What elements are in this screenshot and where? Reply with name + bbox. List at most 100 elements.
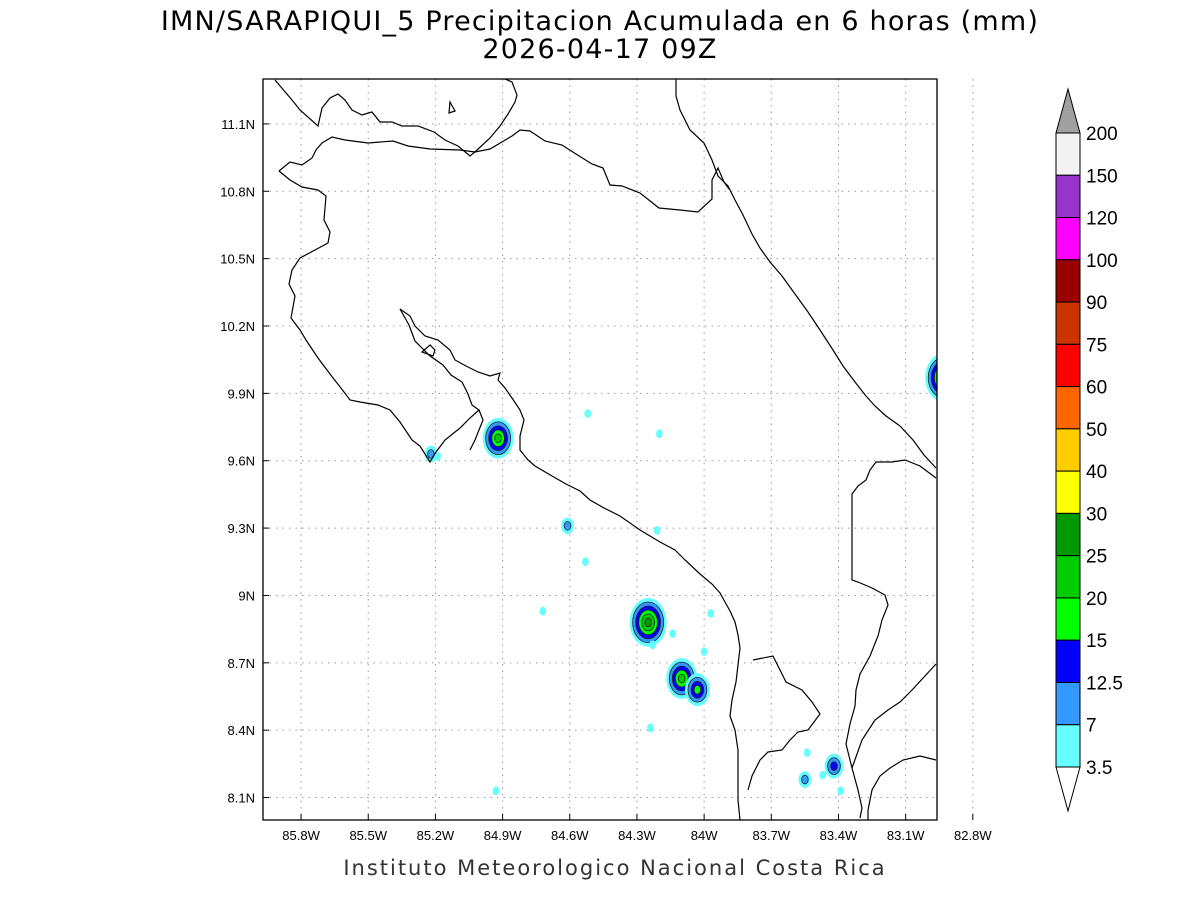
colorbar-swatch	[1055, 217, 1081, 261]
precip-cell	[582, 557, 589, 567]
precip-cell	[647, 723, 654, 733]
precip-cell	[629, 598, 667, 647]
colorbar-label: 20	[1086, 589, 1107, 610]
colorbar-label: 15	[1086, 631, 1107, 652]
colorbar-swatch	[1055, 301, 1081, 345]
precip-cell	[561, 517, 574, 535]
plot-frame	[262, 78, 938, 821]
colorbar-overflow-triangle	[1055, 87, 1081, 134]
colorbar-label: 30	[1086, 504, 1107, 525]
precip-contour	[951, 387, 964, 404]
precip-contour	[933, 368, 937, 387]
lon-tick-label: 85.8W	[282, 828, 320, 843]
precip-contour	[948, 383, 967, 408]
colorbar-swatch	[1055, 681, 1081, 726]
lon-tick-label: 82.8W	[954, 828, 992, 843]
lat-tick-label: 9.6N	[228, 454, 255, 469]
colorbar-label: 60	[1086, 378, 1107, 399]
colorbar-label: 3.5	[1086, 758, 1112, 779]
border-nicaragua	[278, 129, 730, 213]
caribbean-coast	[675, 79, 937, 469]
colorbar-label: 75	[1086, 335, 1107, 356]
precip-cell	[700, 647, 708, 656]
precip-contour	[693, 684, 702, 695]
colorbar-swatch	[1055, 428, 1081, 472]
colorbar-swatch	[1055, 724, 1081, 768]
colorbar-label: 200	[1086, 124, 1118, 145]
lon-tick-label: 85.5W	[349, 828, 387, 843]
precip-contour	[539, 606, 547, 616]
precip-contour	[644, 617, 652, 628]
precip-cell	[803, 748, 811, 758]
precip-cell	[707, 609, 715, 618]
footer-credit: Instituto Meteorologico Nacional Costa R…	[343, 856, 887, 880]
border-panama	[845, 459, 937, 819]
lon-tick-label: 85.2W	[417, 828, 455, 843]
colorbar-label: 25	[1086, 547, 1107, 568]
precip-cell	[492, 786, 500, 796]
colorbar-swatch	[1055, 597, 1081, 641]
burica-peninsula	[867, 755, 937, 820]
precip-contour	[434, 451, 441, 461]
precip-cell	[539, 606, 547, 616]
lon-tick-label: 83.4W	[820, 828, 858, 843]
lat-tick-label: 10.2N	[220, 319, 255, 334]
precip-contour	[969, 403, 982, 420]
precip-contour	[707, 609, 715, 618]
coastlines	[274, 79, 937, 820]
colorbar-label: 150	[1086, 166, 1118, 187]
precip-cell	[482, 417, 514, 459]
lat-tick-label: 9N	[238, 588, 255, 603]
lat-tick-label: 10.5N	[220, 252, 255, 267]
lon-tick-label: 84.6W	[551, 828, 589, 843]
colorbar-label: 40	[1086, 462, 1107, 483]
lat-tick-label: 8.7N	[228, 656, 255, 671]
lake-nicaragua-shore	[274, 79, 518, 157]
pacific-coast-north	[278, 170, 741, 820]
precip-cell	[684, 673, 710, 707]
colorbar-swatch	[1055, 132, 1081, 176]
precip-cell	[649, 640, 656, 650]
colorbar-swatch	[1055, 470, 1081, 514]
lon-tick-label: 84W	[691, 828, 718, 843]
colorbar-swatch	[1055, 386, 1081, 430]
lat-axis: 11.1N 10.8N 10.5N 10.2N 9.9N 9.6N 9.3N 9N 8.7N 8.…	[220, 117, 269, 806]
precip-contour	[803, 748, 811, 758]
colorbar-swatch	[1055, 259, 1081, 303]
colorbar-swatch	[1055, 639, 1081, 683]
colorbar-swatch	[1055, 343, 1081, 388]
colorbar-swatch	[1055, 555, 1081, 599]
colorbar-underflow-triangle	[1055, 766, 1081, 813]
map-title: IMN/SARAPIQUI_5 Precipitacion Acumulada …	[160, 6, 1040, 37]
golfo-dulce	[747, 655, 821, 791]
lat-tick-label: 10.8N	[220, 184, 255, 199]
precip-cell	[669, 629, 677, 639]
precip-contour	[940, 373, 947, 382]
precip-contour	[954, 391, 961, 400]
colorbar-label: 100	[1086, 251, 1118, 272]
colorbar-label: 90	[1086, 293, 1107, 314]
lon-tick-label: 84.3W	[618, 828, 656, 843]
nicoya-peninsula-tip	[469, 409, 484, 451]
precip-contour	[801, 774, 809, 785]
precip-contour	[936, 376, 937, 379]
precip-cell	[584, 409, 592, 418]
colorbar-label: 12.5	[1086, 673, 1123, 694]
precip-contour	[700, 647, 708, 656]
lat-tick-label: 8.4N	[228, 723, 255, 738]
precip-contour	[656, 429, 663, 439]
island	[448, 100, 456, 114]
colorbar: 3.5 7 12.5 15 20 25 30 40 50 60 75 90 100 120 150 200	[1055, 87, 1123, 813]
map-datetime: 2026-04-17 09Z	[482, 34, 718, 65]
precip-contour	[963, 395, 988, 428]
precip-contour	[653, 525, 661, 535]
lon-tick-label: 83.1W	[887, 828, 925, 843]
colorbar-label: 50	[1086, 420, 1107, 441]
lon-axis: 85.8W 85.5W 85.2W 84.9W 84.6W 84.3W 84W 83.7W 83…	[282, 814, 992, 843]
gridlines	[263, 79, 974, 820]
precip-cell	[656, 429, 663, 439]
precip-cell	[925, 354, 947, 401]
precip-cell	[434, 451, 441, 461]
precip-cell	[837, 786, 845, 796]
